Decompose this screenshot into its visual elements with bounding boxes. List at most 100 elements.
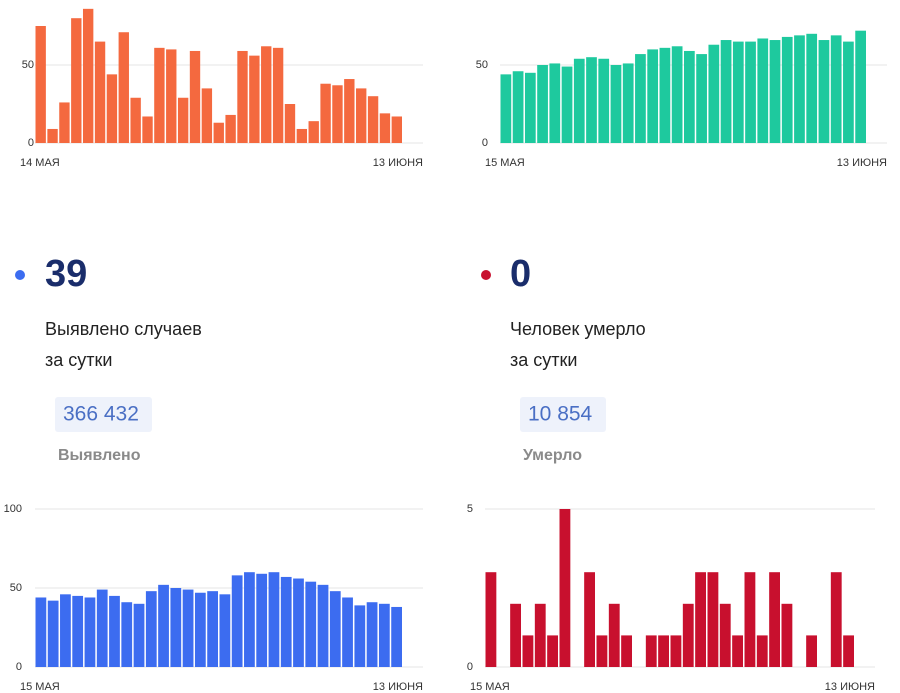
bar [794,35,805,143]
bar [305,581,317,667]
bar [537,65,548,143]
bar [166,49,177,143]
x-tick-label: 14 МАЯ [20,157,60,169]
bar [72,595,84,667]
bar [695,572,706,667]
bar [635,54,646,143]
bar [35,597,47,667]
bar [512,71,524,143]
bar [524,72,536,143]
bar [769,572,780,667]
bar [696,54,707,143]
bar [154,47,165,144]
y-tick-label: 100 [4,503,22,515]
bar [647,49,659,143]
bar [522,635,534,667]
bar [806,33,818,143]
bar [194,592,206,667]
bar [855,30,866,143]
bar [670,635,682,667]
bar [757,38,769,144]
y-tick-label: 50 [476,59,488,71]
bar [584,572,595,667]
bar [720,40,732,143]
bar [329,591,341,667]
total-value: 10 854 [528,403,593,426]
bar [142,116,153,143]
bar [293,578,304,667]
bar [118,32,129,143]
x-tick-label: 15 МАЯ [470,681,510,693]
total-badge [520,397,606,432]
bar [830,35,842,143]
bar [35,26,46,143]
bar [158,584,169,667]
stat-value: 0 [510,253,531,295]
bar [818,40,830,143]
bar [59,102,70,143]
x-tick-label: 13 ИЮНЯ [837,157,887,169]
bar [732,635,743,667]
bar [82,8,94,144]
bar [744,572,756,667]
x-tick-label: 15 МАЯ [20,681,60,693]
bar [177,97,189,143]
bar [280,576,292,667]
y-tick-label: 0 [16,661,22,673]
bar [756,635,768,667]
total-badge [55,397,152,432]
bar [94,41,106,143]
bar [610,65,622,143]
bar [534,603,546,667]
bar [261,46,272,143]
bar [106,74,118,143]
stat-caption: Человек умерло [510,319,646,339]
bar [622,63,634,143]
bar [659,47,671,144]
bar [344,79,355,143]
bar [586,57,597,144]
bar [121,602,133,667]
total-label: Умерло [523,447,582,464]
bar [658,635,669,667]
bar [244,572,255,667]
bar [308,121,319,143]
bar [130,97,141,143]
bar [356,88,367,143]
bar [707,572,719,667]
bar [272,47,284,144]
bar [96,589,108,667]
bar [391,116,402,143]
indicator-dot [15,270,25,280]
bar [684,50,695,143]
x-tick-label: 13 ИЮНЯ [373,157,423,169]
bar [317,584,329,667]
bar [237,50,248,143]
bar [682,603,694,667]
stat-caption: Выявлено случаев [45,319,202,339]
bar [671,46,683,143]
bar [320,83,331,143]
bar [549,63,561,143]
bar [708,44,720,143]
bar [781,603,793,667]
bar [332,85,343,143]
bar [225,114,236,143]
bar [367,96,379,143]
bar [510,603,521,667]
bar [719,603,731,667]
bar [284,104,296,143]
bar [573,58,585,144]
bar [596,635,608,667]
y-tick-label: 0 [467,661,473,673]
indicator-dot [481,270,491,280]
bar [608,603,620,667]
stat-value: 39 [45,253,87,295]
bar [379,113,391,143]
x-tick-label: 13 ИЮНЯ [825,681,875,693]
total-value: 366 432 [63,403,139,426]
bar [47,600,59,667]
bar [342,597,353,667]
bar [843,635,854,667]
